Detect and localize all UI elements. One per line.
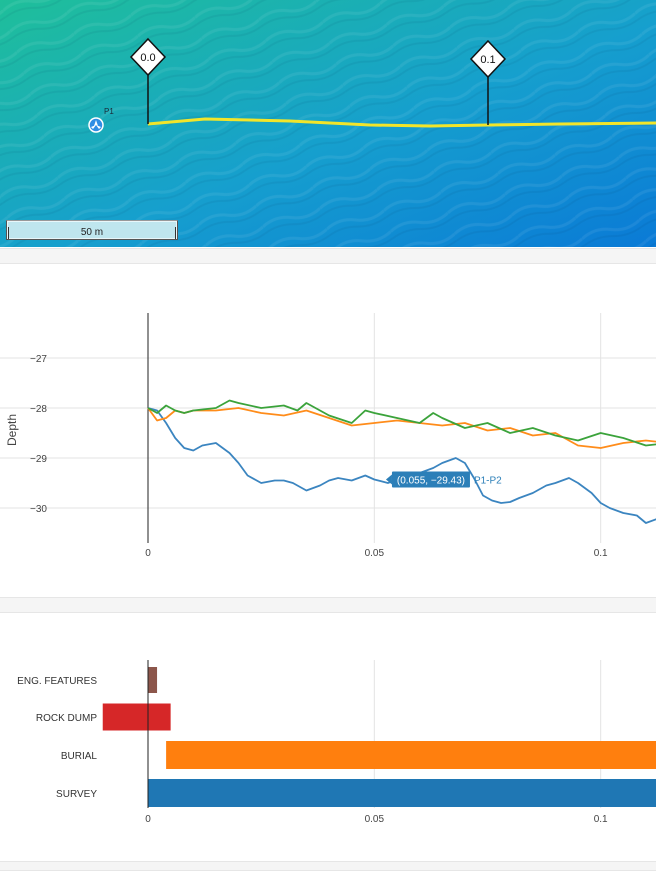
depth-series-group[interactable] xyxy=(147,399,656,524)
hover-tooltip-pointer xyxy=(385,474,392,485)
y-tick-label: −27 xyxy=(30,354,47,365)
kp-marker-1[interactable]: 0.1 xyxy=(469,39,507,125)
events-panel[interactable]: ENG. FEATURES ROCK DUMP BURIAL SURVEY 0 0.05… xyxy=(0,612,656,860)
panel-divider xyxy=(0,248,656,264)
depth-grid xyxy=(0,313,656,543)
hover-tooltip-series: P1-P2 xyxy=(474,476,502,487)
x-tick-label: 0.05 xyxy=(365,548,385,559)
hover-tooltip-box xyxy=(391,471,470,488)
category-label: ROCK DUMP xyxy=(36,713,97,724)
compass-needle xyxy=(91,120,101,129)
bar-category-labels: ENG. FEATURES ROCK DUMP BURIAL SURVEY xyxy=(17,676,97,800)
scale-bar: 50 m xyxy=(6,220,178,240)
hover-tooltip-value: (0.055, −29.43) xyxy=(397,476,465,487)
events-bar-chart[interactable]: ENG. FEATURES ROCK DUMP BURIAL SURVEY 0 0.05… xyxy=(0,612,656,860)
point-label: P1 xyxy=(104,107,114,116)
category-label: BURIAL xyxy=(61,751,98,762)
depth-x-ticks: 00.050.10. xyxy=(145,548,608,559)
bar-survey[interactable] xyxy=(148,779,656,807)
y-tick-label: −28 xyxy=(30,404,47,415)
depth-profile-panel[interactable]: Depth −27−28−29−30 00.050.10. (0.055, −2… xyxy=(0,263,656,596)
category-label: ENG. FEATURES xyxy=(17,676,97,687)
kp-marker-icon xyxy=(129,37,167,77)
depth-series-line-1[interactable] xyxy=(147,407,656,524)
scale-tick xyxy=(8,227,9,239)
x-tick-label: 0 xyxy=(145,814,151,825)
kp-marker-label: 0.1 xyxy=(480,54,495,66)
panel-divider xyxy=(0,861,656,871)
kp-marker-icon xyxy=(469,39,507,79)
kp-marker-0[interactable]: 0.0 xyxy=(129,37,167,124)
map-panel[interactable]: 0.0 0.1 P1 50 m xyxy=(0,0,656,247)
bar-rock-dump[interactable] xyxy=(102,703,171,731)
bar-rects[interactable] xyxy=(102,667,656,807)
y-tick-label: −29 xyxy=(30,454,47,465)
depth-series-line-3[interactable] xyxy=(147,399,656,459)
category-label: SURVEY xyxy=(56,789,97,800)
y-tick-label: −30 xyxy=(30,504,47,515)
depth-y-ticks: −27 −28 −29 −30 xyxy=(30,354,47,515)
x-tick-label: 0.05 xyxy=(365,814,385,825)
x-tick-label: 0.1 xyxy=(594,548,608,559)
pipeline-route[interactable] xyxy=(147,117,656,128)
scale-tick xyxy=(175,227,176,239)
x-tick-label: 0.1 xyxy=(594,814,608,825)
hover-tooltip: (0.055, −29.43) P1-P2 xyxy=(385,471,502,488)
bar-x-ticks: 00.050.10. xyxy=(145,814,608,825)
bar-burial[interactable] xyxy=(166,741,656,769)
depth-profile-chart[interactable]: Depth −27−28−29−30 00.050.10. (0.055, −2… xyxy=(0,263,656,596)
panel-divider xyxy=(0,597,656,613)
x-tick-label: 0 xyxy=(145,548,151,559)
depth-series-line-2[interactable] xyxy=(147,407,656,451)
kp-marker-label: 0.0 xyxy=(140,52,155,64)
depth-axis-label: Depth xyxy=(5,414,19,446)
point-p1[interactable]: P1 xyxy=(88,107,114,133)
bar-eng-features[interactable] xyxy=(148,667,158,693)
scale-label: 50 m xyxy=(80,227,104,238)
bathymetry-map[interactable]: 0.0 0.1 P1 xyxy=(0,0,656,247)
